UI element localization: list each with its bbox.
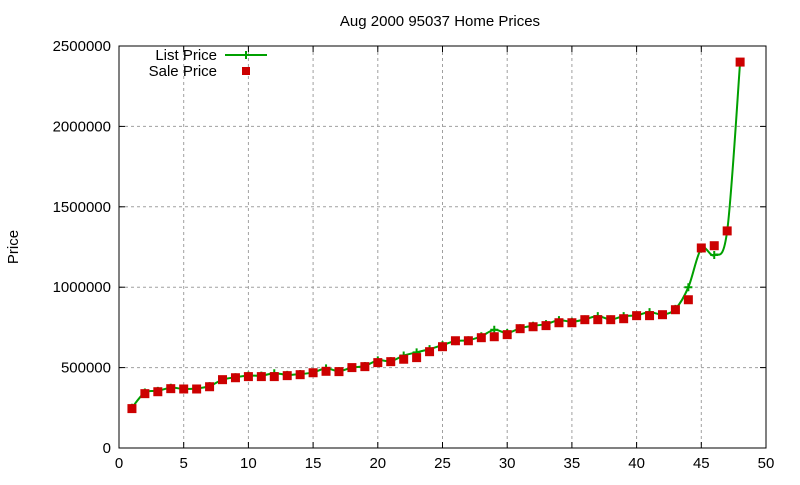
- sale-price-point: [593, 315, 603, 325]
- sale-price-point: [295, 370, 305, 380]
- legend-marker-sale-price: [242, 67, 250, 75]
- y-tick-label: 500000: [61, 360, 111, 377]
- list-price-point: [684, 283, 693, 292]
- sale-price-point: [619, 314, 629, 324]
- sale-price-point: [438, 342, 447, 352]
- x-tick-label: 20: [369, 455, 386, 472]
- sale-price-point: [334, 367, 344, 377]
- list-price-point: [710, 251, 719, 260]
- sale-price-point: [554, 318, 564, 328]
- x-tick-label: 30: [499, 455, 516, 472]
- sale-price-point: [489, 332, 499, 342]
- sale-price-point: [425, 347, 435, 357]
- sale-price-point: [399, 354, 409, 364]
- x-tick-label: 35: [564, 455, 581, 472]
- sale-price-point: [580, 315, 590, 325]
- sale-price-point: [683, 295, 693, 305]
- sale-price-point: [308, 368, 318, 378]
- plot-frame: [118, 45, 767, 449]
- sale-price-point: [127, 404, 137, 414]
- sale-price-point: [373, 358, 383, 368]
- y-tick-label: 1000000: [53, 279, 111, 296]
- sale-price-point: [709, 241, 719, 251]
- sale-price-point: [179, 384, 189, 394]
- sale-price-point: [541, 321, 551, 331]
- sale-price-point: [515, 324, 525, 334]
- list-price-line: [131, 62, 742, 409]
- sale-price-point: [696, 243, 706, 253]
- sale-price-point: [722, 226, 732, 236]
- x-tick-label: 45: [693, 455, 710, 472]
- legend-label-sale-price: Sale Price: [149, 63, 217, 80]
- sale-price-point: [386, 357, 396, 367]
- sale-price-point: [632, 311, 642, 321]
- sale-price-point: [269, 372, 279, 382]
- sale-price-point: [463, 336, 473, 346]
- legend: List Price Sale Price: [149, 47, 267, 80]
- sale-price-point: [657, 310, 667, 320]
- series-layer: [127, 57, 745, 414]
- x-tick-label: 25: [434, 455, 451, 472]
- sale-price-point: [256, 372, 266, 382]
- x-tick-label: 15: [305, 455, 322, 472]
- sale-price-point: [645, 311, 655, 321]
- legend-marker-list-price: [242, 51, 250, 59]
- sale-price-point: [243, 372, 253, 382]
- sale-price-point: [230, 373, 240, 383]
- x-tick-label: 40: [628, 455, 645, 472]
- sale-price-point: [192, 384, 202, 394]
- x-tick-label: 0: [115, 455, 123, 472]
- legend-label-list-price: List Price: [155, 47, 217, 64]
- sale-price-point: [205, 382, 215, 392]
- sale-price-point: [567, 318, 577, 328]
- sale-price-point: [140, 389, 150, 399]
- x-tick-label: 50: [758, 455, 775, 472]
- sale-price-point: [450, 336, 460, 346]
- y-tick-label: 0: [103, 440, 111, 457]
- sale-price-point: [735, 57, 745, 67]
- sale-price-point: [347, 363, 357, 373]
- sale-price-point: [153, 387, 163, 397]
- sale-price-point: [412, 353, 422, 363]
- sale-price-point: [218, 375, 228, 385]
- sale-price-point: [502, 330, 512, 340]
- sale-price-point: [321, 366, 331, 376]
- y-tick-label: 2500000: [53, 38, 111, 55]
- axis-ticks: 0 5 10 15 20 25 30 35 40 45 50 0 500000 1000000 150000…: [53, 38, 775, 472]
- sale-price-point: [166, 384, 176, 394]
- y-tick-label: 2000000: [53, 118, 111, 135]
- sale-price-point: [476, 333, 486, 343]
- sale-price-point: [528, 322, 538, 332]
- y-axis-label: Price: [5, 230, 22, 264]
- sale-price-point: [670, 305, 680, 315]
- y-tick-label: 1500000: [53, 199, 111, 216]
- x-tick-label: 5: [180, 455, 188, 472]
- chart-title: Aug 2000 95037 Home Prices: [340, 13, 540, 30]
- sale-price-point: [606, 315, 616, 325]
- sale-price-point: [360, 362, 370, 372]
- sale-price-point: [282, 371, 292, 381]
- grid: [119, 46, 766, 448]
- x-tick-label: 10: [240, 455, 257, 472]
